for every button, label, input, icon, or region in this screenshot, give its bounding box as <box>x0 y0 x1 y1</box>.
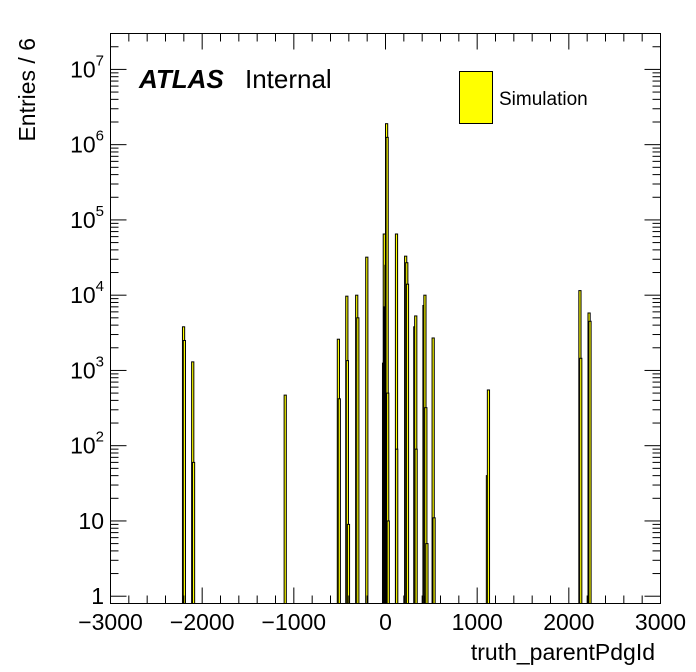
y-tick-label: 103 <box>70 353 104 383</box>
x-tick-label: −1000 <box>261 609 326 635</box>
histogram-bar <box>414 448 418 605</box>
histogram-bar <box>386 520 390 605</box>
histogram-bar <box>283 394 287 604</box>
x-axis-label: truth_parentPdgId <box>471 639 655 665</box>
y-tick-label: 106 <box>70 128 104 158</box>
atlas-label-bold: ATLAS <box>138 64 224 94</box>
legend-swatch <box>459 71 493 124</box>
histogram-bar <box>365 256 369 604</box>
histogram-bar <box>191 461 196 605</box>
histogram-bar <box>182 339 186 604</box>
histogram-bar <box>356 317 360 604</box>
histogram-bar <box>337 398 341 605</box>
histogram-bar <box>579 357 583 605</box>
atlas-label-normal: Internal <box>245 64 332 94</box>
histogram-bar <box>405 283 410 604</box>
histogram-bar <box>588 320 592 604</box>
histogram-bar <box>346 523 351 605</box>
histogram-bar <box>432 517 436 605</box>
histogram-bar <box>395 448 399 605</box>
y-tick-label: 104 <box>70 278 104 308</box>
x-tick-label: 2000 <box>543 609 594 635</box>
histogram-bar <box>425 543 429 604</box>
y-axis-label: Entries / 6 <box>14 38 40 142</box>
y-tick-label: 10 <box>78 508 104 534</box>
x-tick-label: −2000 <box>170 609 235 635</box>
legend-entry-label: Simulation <box>499 89 588 110</box>
x-tick-labels: −3000 −2000 −1000 0 1000 2000 3000 <box>78 609 686 635</box>
y-tick-label: 105 <box>70 203 104 233</box>
y-tick-label: 102 <box>70 429 104 459</box>
axis-ticks <box>110 33 661 604</box>
y-tick-labels: 1 10 102 103 104 105 106 107 <box>70 52 104 609</box>
x-tick-label: 3000 <box>635 609 686 635</box>
x-tick-label: 1000 <box>452 609 503 635</box>
y-tick-label: 107 <box>70 52 104 82</box>
histogram-bar <box>486 389 491 604</box>
bars <box>181 123 592 605</box>
y-tick-label: 1 <box>91 583 104 609</box>
x-tick-label: 0 <box>379 609 392 635</box>
x-tick-label: −3000 <box>78 609 143 635</box>
atlas-label: ATLAS Internal <box>138 64 332 94</box>
